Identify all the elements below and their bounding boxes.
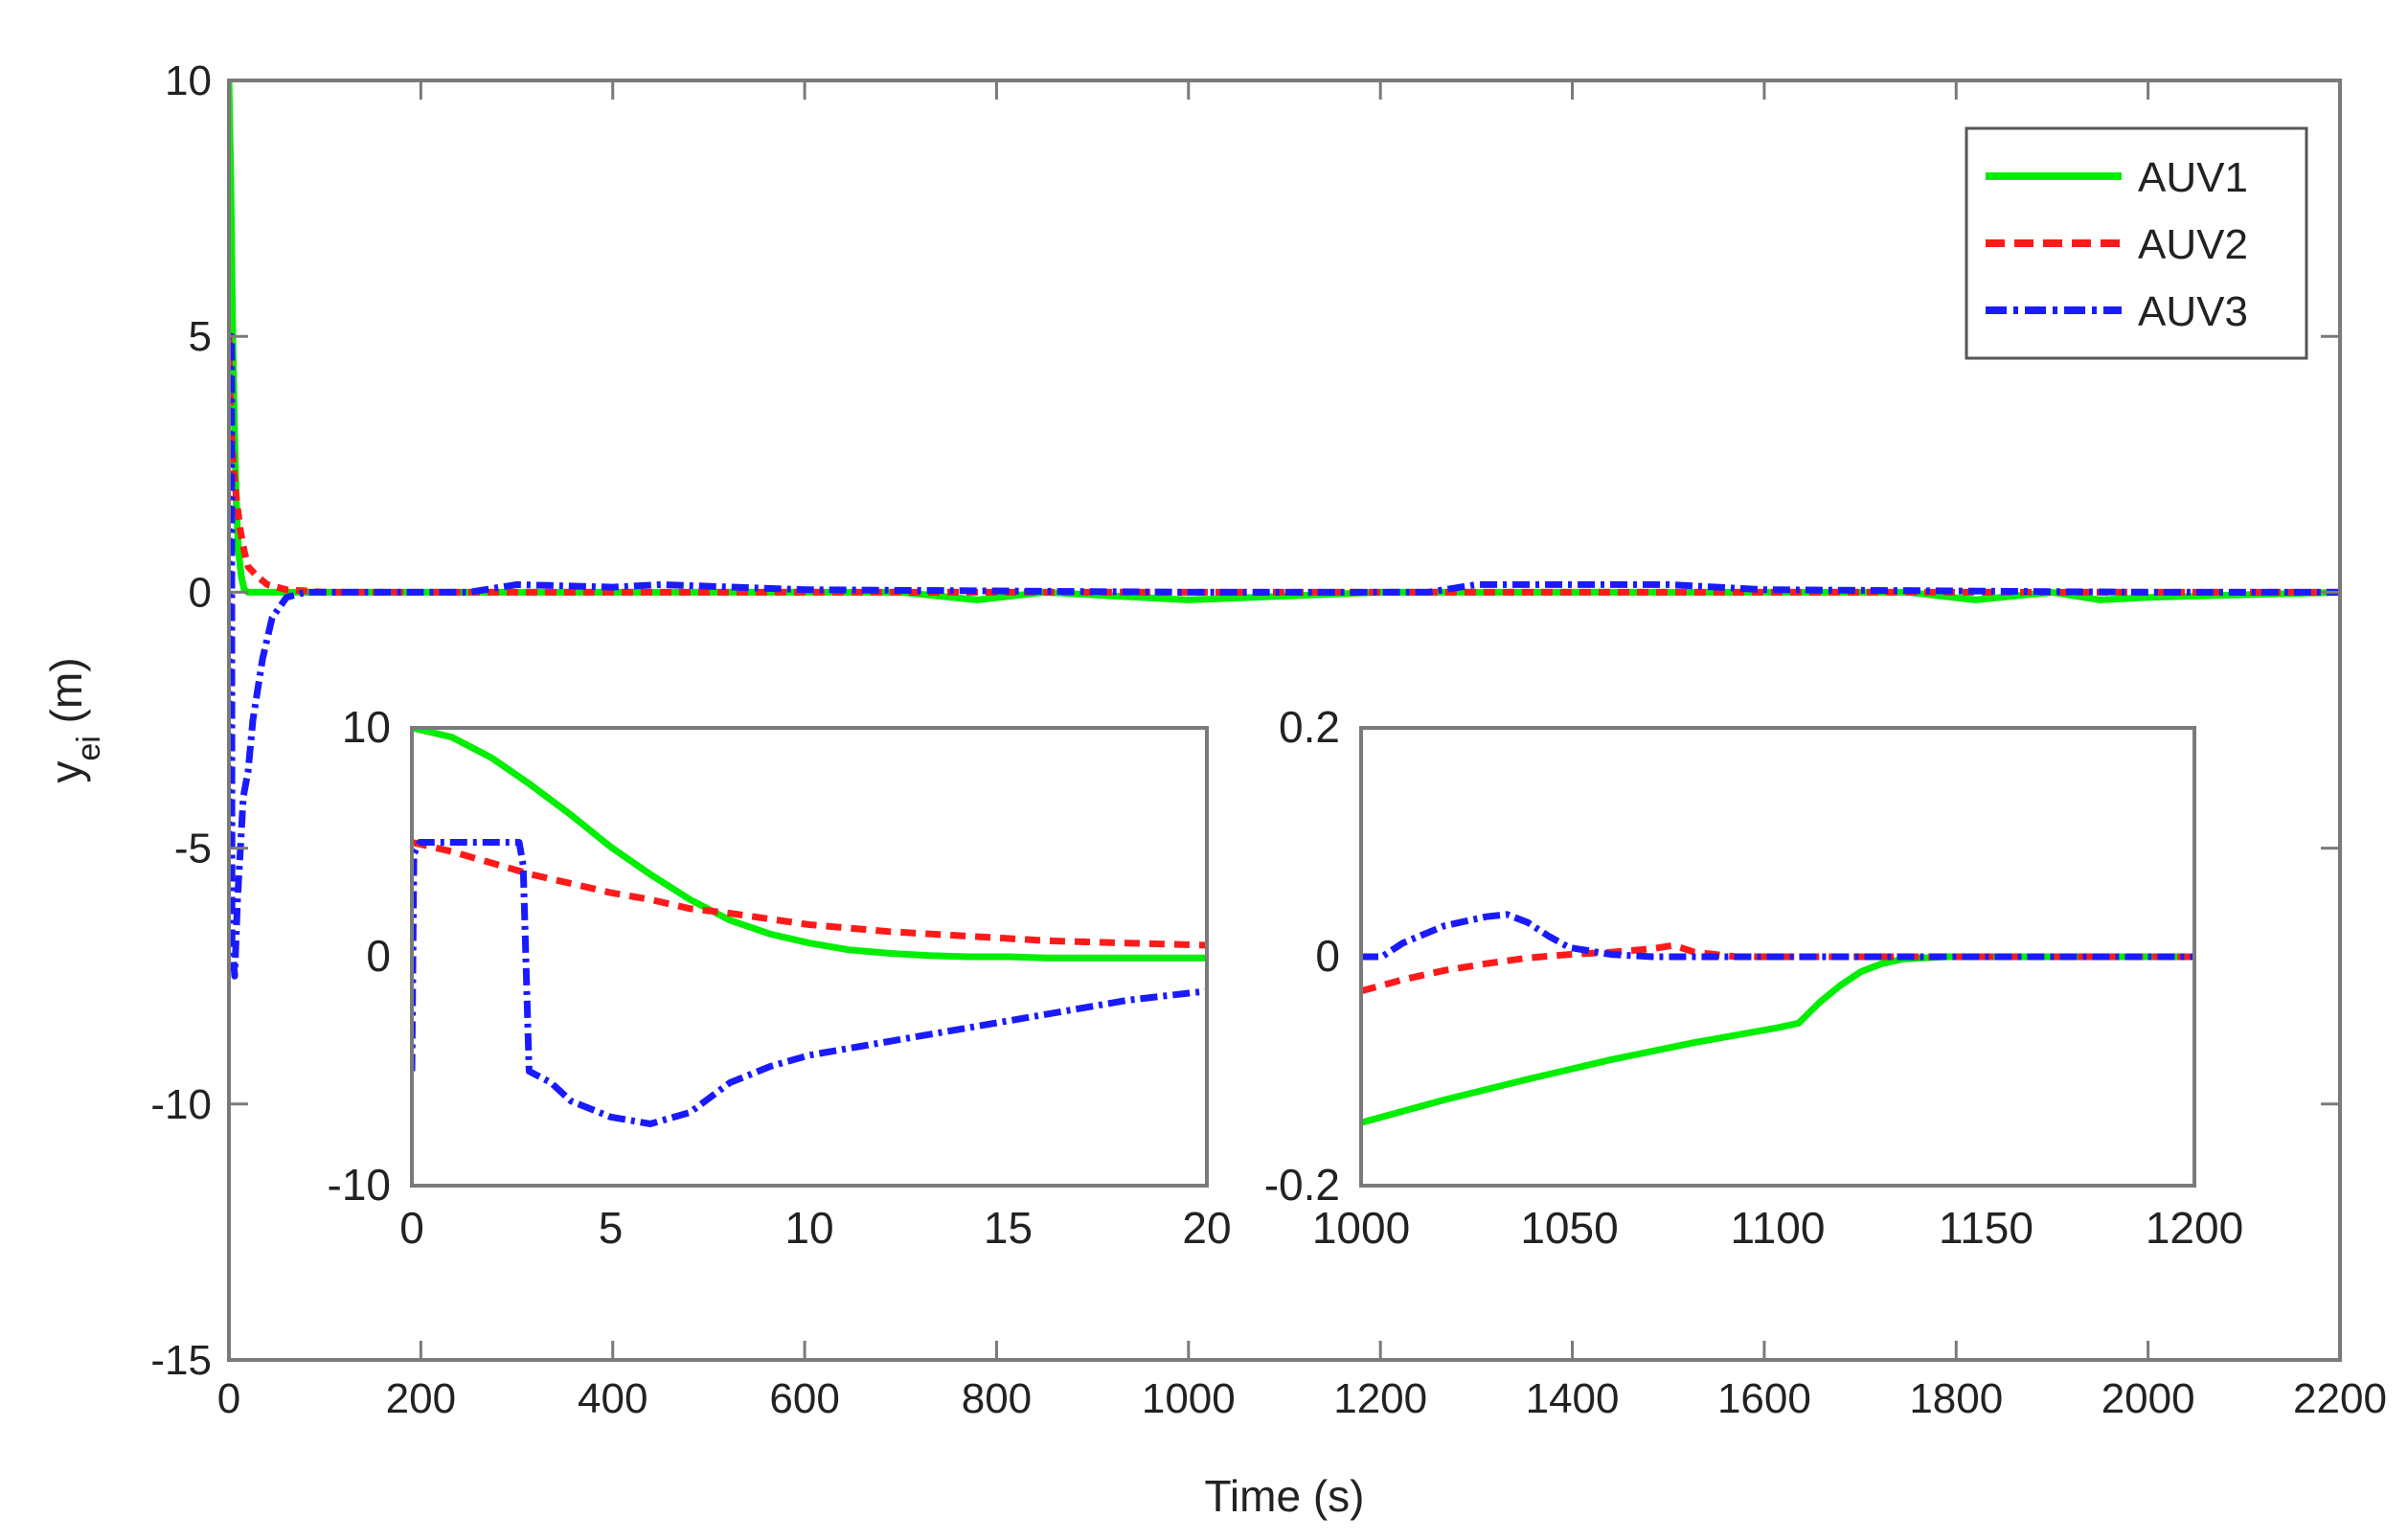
inset-right-x-axis: 1000 1050 1100 1150 1200 [1312,1203,2243,1253]
legend-label-auv2: AUV2 [2138,221,2248,268]
main-y-tick-label: -5 [174,826,212,872]
x-axis-title: Time (s) [1205,1471,1365,1521]
inset-right-frame [1359,726,2196,1188]
legend-label-auv3: AUV3 [2138,288,2248,335]
inset-right-x-tick-label: 1100 [1731,1203,1826,1253]
main-series-group [229,80,2340,980]
legend-label-auv1: AUV1 [2138,154,2248,201]
main-x-tick-label: 600 [769,1375,839,1422]
inset-right-line-auv2 [1361,941,2194,995]
y-axis-title-subscript: ei [71,736,107,760]
inset-left-x-axis: 0 5 10 15 20 [399,1203,1231,1253]
main-y-tick-label: 0 [189,569,212,616]
main-y-tick-label: -10 [150,1081,212,1128]
inset-left-y-tick-label: 0 [366,931,391,981]
main-plot: 0 200 400 600 800 1000 1200 1400 1600 1800 2000 220… [41,57,2387,1521]
inset-left-frame [410,726,1209,1188]
inset-right-line-auv3 [1361,911,2194,961]
inset-left-x-tick-label: 10 [784,1203,833,1253]
inset-right-x-tick-label: 1000 [1312,1203,1410,1253]
y-axis-title: yei (m) [41,657,107,782]
main-x-tick-label: 400 [578,1375,647,1422]
inset-right-y-tick-label: -0.2 [1264,1160,1340,1210]
main-x-tick-label: 0 [217,1375,240,1422]
main-line-auv3 [229,332,2340,980]
main-x-tick-label: 1400 [1526,1375,1620,1422]
inset-left-line-auv3 [412,839,1207,1127]
main-y-tick-label: 10 [165,57,212,104]
inset-left-series-group [412,728,1207,1127]
y-axis-title-main: y [41,761,91,783]
inset-left-line-auv2 [412,839,1207,949]
inset-right-x-tick-label: 1050 [1520,1203,1618,1253]
main-x-tick-label: 800 [962,1375,1032,1422]
main-plot-frame [227,79,2342,1362]
inset-left-y-axis: -10 0 10 [328,702,391,1210]
main-x-axis: 0 200 400 600 800 1000 1200 1400 1600 1800 2000 220… [217,80,2387,1422]
inset-right-series-group [1361,911,2194,1126]
inset-left-y-tick-label: 10 [342,702,391,752]
main-x-tick-label: 1000 [1142,1375,1236,1422]
inset-right-y-axis: -0.2 0 0.2 [1264,702,1340,1210]
inset-left-x-tick-label: 15 [984,1203,1033,1253]
inset-right-x-tick-label: 1200 [2146,1203,2243,1253]
inset-left-line-auv1 [412,728,1207,962]
inset-left-y-tick-label: -10 [328,1160,391,1210]
main-y-tick-label: -15 [150,1337,212,1384]
y-axis-title-unit: (m) [41,657,91,736]
main-x-tick-label: 200 [386,1375,456,1422]
legend: AUV1 AUV2 AUV3 [1965,126,2308,360]
inset-right-plot: 1000 1050 1100 1150 1200 -0.2 0 0.2 [1264,702,2243,1253]
inset-right-x-tick-label: 1150 [1939,1203,2033,1253]
inset-left-x-tick-label: 0 [399,1203,424,1253]
inset-left-x-tick-label: 5 [599,1203,624,1253]
inset-left-x-tick-label: 20 [1182,1203,1231,1253]
main-y-tick-label: 5 [189,313,212,360]
main-x-tick-label: 1200 [1333,1375,1427,1422]
inset-right-y-tick-label: 0 [1315,931,1340,981]
inset-right-y-tick-label: 0.2 [1279,702,1340,752]
main-y-axis: -15 -10 -5 0 5 10 [150,57,2340,1384]
main-x-tick-label: 1800 [1909,1375,2003,1422]
main-x-tick-label: 2000 [2101,1375,2195,1422]
main-x-tick-label: 2200 [2293,1375,2387,1422]
main-x-tick-label: 1600 [1717,1375,1811,1422]
